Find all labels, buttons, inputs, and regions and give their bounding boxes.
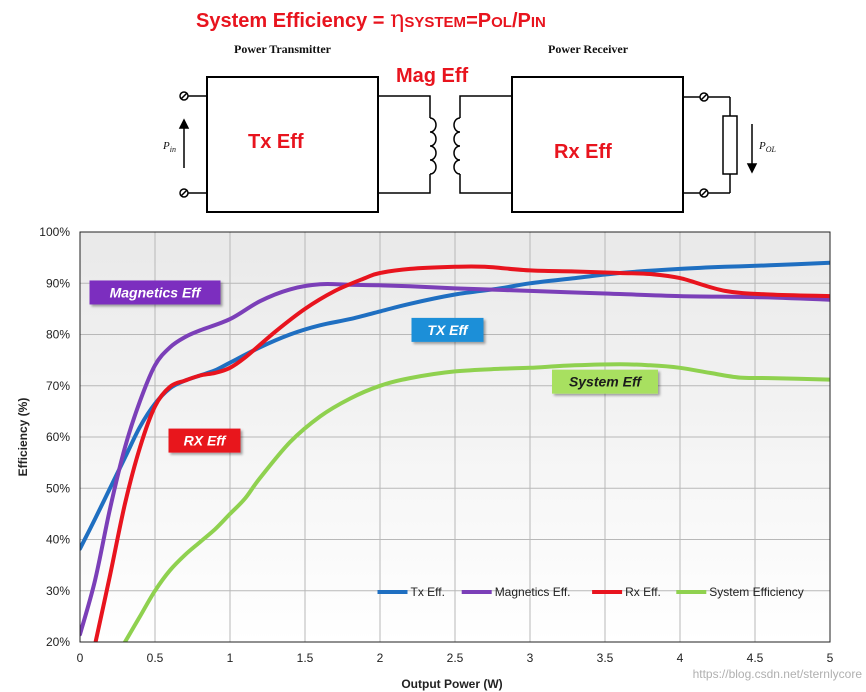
x-tick-label: 1.5 bbox=[297, 651, 314, 665]
output-terminal-bottom bbox=[683, 188, 730, 198]
x-tick-label: 5 bbox=[827, 651, 834, 665]
series-line-system-efficiency bbox=[123, 362, 830, 642]
x-tick-label: 2 bbox=[377, 651, 384, 665]
x-tick-label: 4 bbox=[677, 651, 684, 665]
y-tick-label: 40% bbox=[46, 533, 70, 547]
annotation-tag-rx-eff: RX Eff bbox=[168, 428, 241, 453]
legend: Tx Eff. Magnetics Eff. Rx Eff. System Effic… bbox=[377, 585, 804, 599]
legend-label: System Efficiency bbox=[709, 585, 803, 599]
legend-label: Rx Eff. bbox=[625, 585, 661, 599]
series-line-magnetics-eff bbox=[80, 282, 830, 637]
receiver-box bbox=[511, 76, 684, 213]
transmitter-box bbox=[206, 76, 379, 213]
y-tick-label: 60% bbox=[46, 430, 70, 444]
wireless-power-block-diagram: Power Transmitter Power Receiver Mag Eff… bbox=[162, 42, 777, 213]
watermark: https://blog.csdn.net/sternlycore bbox=[693, 667, 863, 681]
annotation-tag-magnetics-eff: Magnetics Eff bbox=[89, 280, 221, 305]
y-tick-label: 90% bbox=[46, 276, 70, 290]
annotation-tags: Magnetics Eff TX Eff System Eff RX Eff bbox=[89, 280, 658, 453]
x-tick-label: 3 bbox=[527, 651, 534, 665]
svg-text:System Efficiency = ηSYSTEM=PO: System Efficiency = ηSYSTEM=POL/PIN bbox=[196, 5, 546, 33]
annotation-tag-system-eff: System Eff bbox=[552, 369, 658, 394]
x-tick-label: 0 bbox=[77, 651, 84, 665]
legend-label: Magnetics Eff. bbox=[495, 585, 571, 599]
receiver-coil bbox=[453, 95, 512, 194]
x-tick-label: 2.5 bbox=[447, 651, 464, 665]
y-tick-label: 30% bbox=[46, 584, 70, 598]
tick-labels: 20% 30% 40% 50% 60% 70% 80% 90% 100% 0 0.5 1 1.5 2 2.5… bbox=[39, 225, 833, 665]
y-axis-label: Efficiency (%) bbox=[16, 398, 30, 477]
y-tick-label: 80% bbox=[46, 328, 70, 342]
p-ol-subscript: OL bbox=[766, 145, 777, 154]
p-in-subscript: in bbox=[170, 145, 176, 154]
x-tick-label: 1 bbox=[227, 651, 234, 665]
p-in-arrow bbox=[178, 118, 190, 168]
y-tick-label: 70% bbox=[46, 379, 70, 393]
efficiency-chart: 20% 30% 40% 50% 60% 70% 80% 90% 100% 0 0.5 1 1.5 2 2.5… bbox=[16, 225, 834, 691]
transmitter-coil bbox=[378, 95, 437, 194]
x-tick-label: 4.5 bbox=[747, 651, 764, 665]
annotation-tag-text: TX Eff bbox=[427, 322, 469, 338]
annotation-tag-text: System Eff bbox=[569, 374, 642, 390]
transmitter-title: Power Transmitter bbox=[234, 42, 332, 56]
system-efficiency-equation: System Efficiency = ηSYSTEM=POL/PIN bbox=[196, 5, 546, 33]
annotation-tag-text: Magnetics Eff bbox=[110, 284, 202, 300]
annotation-tag-tx-eff: TX Eff bbox=[411, 317, 484, 342]
legend-item-tx-eff: Tx Eff. bbox=[377, 585, 445, 599]
tx-eff-label: Tx Eff bbox=[248, 131, 304, 153]
input-terminal-bottom bbox=[179, 188, 207, 198]
rx-eff-label: Rx Eff bbox=[554, 141, 612, 163]
y-tick-label: 100% bbox=[39, 225, 70, 239]
mag-eff-label: Mag Eff bbox=[396, 65, 469, 87]
legend-item-rx-eff: Rx Eff. bbox=[592, 585, 661, 599]
p-in-main: P bbox=[162, 140, 170, 152]
p-ol-arrow bbox=[746, 124, 758, 174]
annotation-tag-box bbox=[552, 369, 658, 394]
in-subscript: IN bbox=[531, 14, 546, 31]
p-ol-main: P bbox=[758, 140, 766, 152]
equation-equals: = bbox=[466, 10, 478, 32]
p-ol-letter: P bbox=[478, 10, 491, 32]
legend-item-magnetics-eff: Magnetics Eff. bbox=[461, 585, 571, 599]
annotation-tag-text: RX Eff bbox=[184, 433, 227, 449]
ol-subscript: OL bbox=[491, 14, 512, 31]
annotation-tag-box bbox=[168, 428, 241, 453]
p-in-symbol: Pin bbox=[162, 140, 176, 154]
equation-slash: / bbox=[512, 10, 518, 32]
eta-symbol: η bbox=[390, 5, 404, 33]
x-tick-label: 3.5 bbox=[597, 651, 614, 665]
annotation-tag-box bbox=[411, 317, 484, 342]
legend-item-system-efficiency: System Efficiency bbox=[676, 585, 804, 599]
x-axis-label: Output Power (W) bbox=[401, 677, 502, 691]
x-tick-label: 0.5 bbox=[147, 651, 164, 665]
y-tick-label: 50% bbox=[46, 481, 70, 495]
equation-lead: System Efficiency = bbox=[196, 10, 390, 32]
series-line-rx-eff bbox=[93, 264, 830, 642]
input-terminal-top bbox=[179, 91, 207, 101]
plot-frame bbox=[79, 231, 831, 643]
series-lines bbox=[80, 260, 830, 642]
p-ol-symbol: POL bbox=[758, 140, 777, 154]
annotation-tag-box bbox=[89, 280, 221, 305]
legend-label: Tx Eff. bbox=[411, 585, 445, 599]
y-tick-label: 20% bbox=[46, 635, 70, 649]
load-resistor bbox=[722, 97, 738, 193]
receiver-title: Power Receiver bbox=[548, 42, 629, 56]
system-subscript: SYSTEM bbox=[404, 14, 466, 31]
p-in-letter: P bbox=[518, 10, 531, 32]
output-terminal-top bbox=[683, 92, 730, 102]
